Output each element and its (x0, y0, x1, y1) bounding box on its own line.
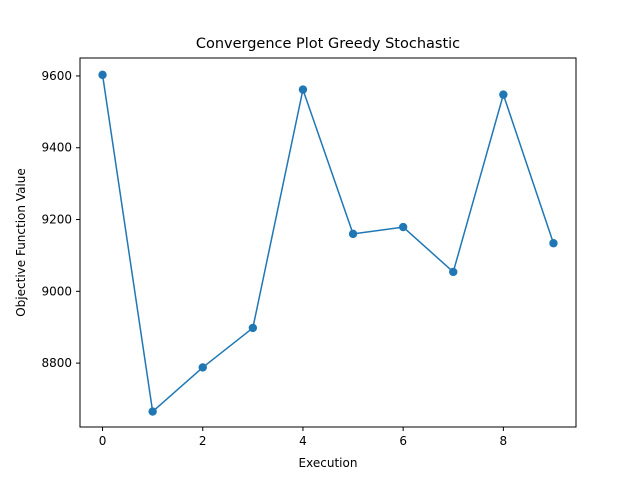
data-point (98, 70, 107, 80)
y-tick-label: 9400 (41, 141, 72, 155)
x-tick-label: 4 (299, 434, 307, 448)
x-tick-label: 0 (99, 434, 107, 448)
y-axis-ticks: 8800 9000 9200 9400 9600 (41, 69, 80, 370)
data-point (298, 85, 308, 94)
data-point (348, 229, 358, 239)
series-layer (98, 70, 558, 416)
data-point (499, 90, 508, 99)
y-tick-label: 9000 (41, 284, 72, 298)
data-point (549, 239, 558, 248)
x-axis-ticks: 0 2 4 6 8 (99, 427, 507, 448)
y-tick-label: 8800 (41, 356, 72, 370)
y-tick-label: 9200 (41, 213, 72, 227)
x-tick-label: 2 (199, 434, 207, 448)
series-line (101, 74, 555, 413)
x-tick-label: 6 (399, 434, 407, 448)
y-axis-label: Objective Function Value (14, 168, 28, 317)
data-point (449, 267, 458, 277)
x-tick-label: 8 (500, 434, 508, 448)
data-point (148, 407, 157, 416)
y-tick-label: 9600 (41, 69, 72, 83)
data-point (198, 363, 207, 372)
plot-area-frame (79, 57, 577, 428)
x-axis-label: Execution (299, 456, 358, 470)
data-point (248, 323, 258, 333)
data-point (398, 222, 408, 232)
chart-title: Convergence Plot Greedy Stochastic (196, 36, 460, 52)
